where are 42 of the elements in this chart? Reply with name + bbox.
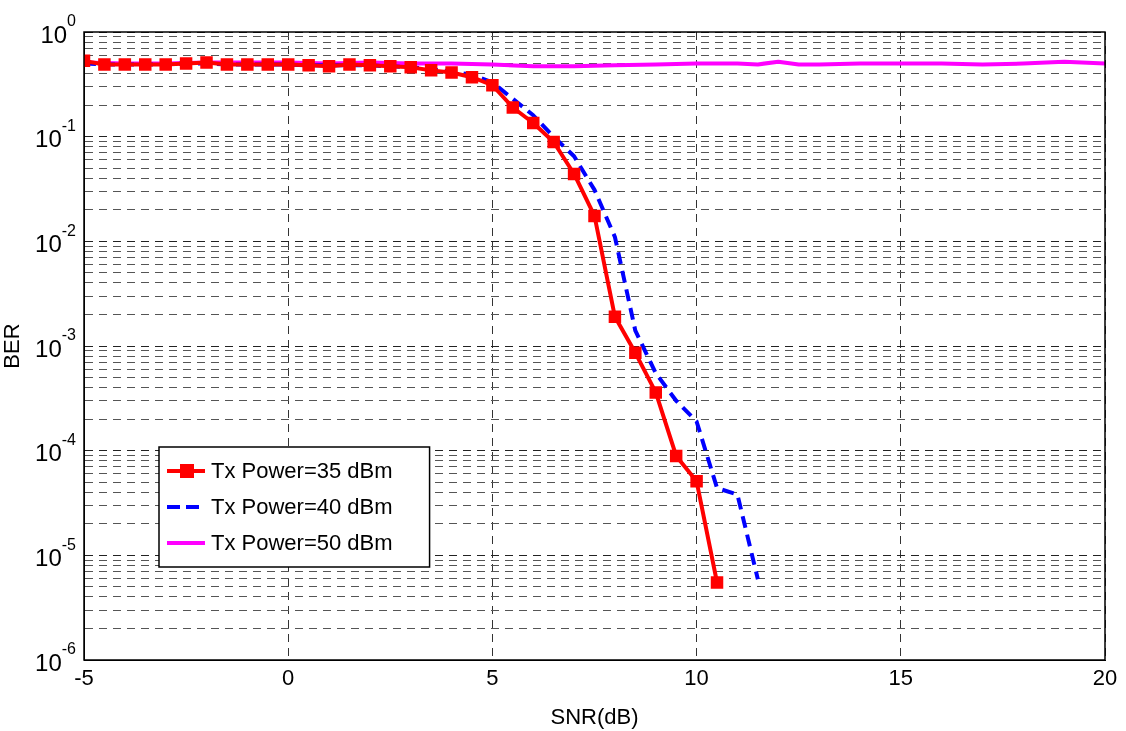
y-axis-title: BER bbox=[0, 323, 25, 369]
point bbox=[465, 70, 479, 84]
point bbox=[363, 59, 377, 72]
point bbox=[404, 61, 417, 74]
point bbox=[281, 58, 295, 71]
x-tick-label: -5 bbox=[74, 665, 94, 691]
point bbox=[220, 58, 234, 71]
x-axis-title: SNR(dB) bbox=[550, 703, 639, 729]
legend-label: Tx Power=40 dBm bbox=[211, 494, 393, 520]
point bbox=[302, 59, 315, 72]
point bbox=[200, 56, 213, 69]
point bbox=[588, 209, 601, 223]
x-tick-label: 20 bbox=[1092, 665, 1118, 691]
x-tick-label: 10 bbox=[684, 665, 709, 691]
x-tick-label: 0 bbox=[282, 665, 295, 691]
point bbox=[424, 64, 438, 77]
point bbox=[261, 58, 275, 71]
point bbox=[527, 116, 540, 130]
point bbox=[710, 576, 724, 589]
point bbox=[669, 449, 683, 463]
legend-label: Tx Power=35 dBm bbox=[211, 458, 393, 484]
point bbox=[384, 60, 397, 73]
point bbox=[343, 58, 356, 71]
point bbox=[547, 135, 560, 149]
point bbox=[179, 57, 193, 70]
point bbox=[322, 60, 336, 73]
point bbox=[506, 101, 520, 114]
x-tick-label: 5 bbox=[486, 665, 499, 691]
point bbox=[690, 475, 703, 488]
legend-label: Tx Power=50 dBm bbox=[211, 530, 393, 556]
point bbox=[649, 386, 662, 399]
point bbox=[118, 58, 132, 71]
x-tick-label: 15 bbox=[888, 665, 914, 691]
point bbox=[486, 79, 499, 92]
point bbox=[139, 58, 152, 71]
point bbox=[567, 167, 581, 181]
point bbox=[159, 58, 172, 71]
point bbox=[629, 346, 642, 360]
point bbox=[98, 58, 111, 71]
point bbox=[445, 66, 458, 79]
point bbox=[608, 310, 622, 324]
point bbox=[241, 58, 254, 71]
